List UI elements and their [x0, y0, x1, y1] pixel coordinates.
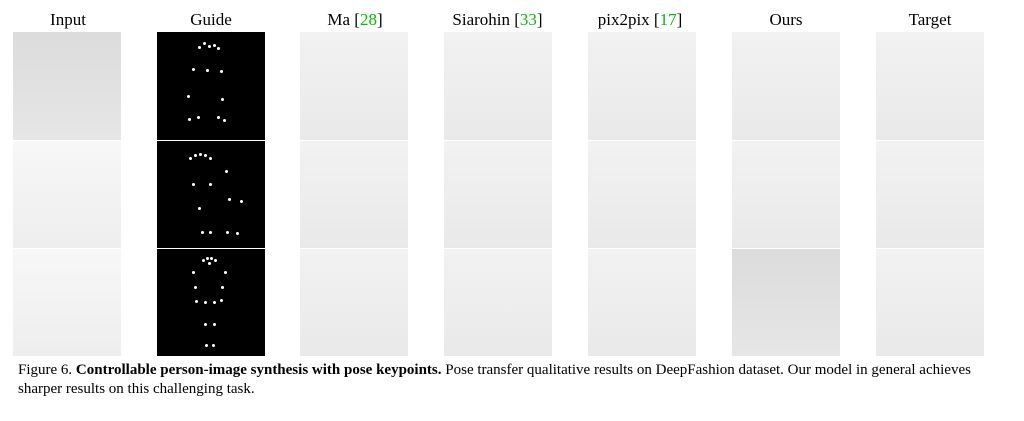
citation-link[interactable]: 28: [359, 10, 377, 29]
ma-result-image: [300, 141, 408, 248]
ma-result-image: [300, 249, 408, 356]
pix2pix-result-image: [588, 141, 696, 248]
header-input: Input: [13, 10, 123, 32]
caption-text: Pose transfer qualitative results on Dee…: [18, 362, 971, 397]
header-ma: Ma [28]: [327, 10, 383, 29]
siarohin-result-image: [444, 32, 552, 140]
header-target: Target: [876, 10, 984, 32]
header-siarohin: Siarohin [33]: [452, 10, 543, 29]
figure-caption: Figure 6. Controllable person-image synt…: [18, 361, 1008, 399]
header-label: Siarohin: [452, 10, 510, 29]
ours-result-image: [732, 249, 840, 356]
header-pix2pix: pix2pix [17]: [597, 10, 683, 29]
ours-result-image: [732, 141, 840, 248]
header-label: Ours: [769, 10, 803, 29]
header-label: Input: [50, 10, 86, 29]
keypoint-guide-image: [157, 249, 265, 356]
citation-link[interactable]: 17: [659, 10, 677, 29]
pix2pix-result-image: [588, 249, 696, 356]
target-image: [876, 249, 984, 356]
caption-prefix: Figure 6.: [18, 362, 76, 378]
caption-bold: Controllable person-image synthesis with…: [75, 362, 442, 378]
target-image: [876, 32, 984, 140]
header-label: pix2pix: [597, 10, 650, 29]
ma-result-image: [300, 32, 408, 140]
target-image: [876, 141, 984, 248]
keypoint-guide-image: [157, 32, 265, 140]
input-image: [13, 32, 121, 140]
header-label: Target: [908, 10, 952, 29]
header-label: Ma: [327, 10, 351, 29]
keypoint-guide-image: [157, 141, 265, 248]
siarohin-result-image: [444, 141, 552, 248]
siarohin-result-image: [444, 249, 552, 356]
header-guide: Guide: [157, 10, 265, 32]
citation-link[interactable]: 33: [519, 10, 537, 29]
header-ours: Ours: [732, 10, 840, 32]
header-label: Guide: [190, 10, 232, 29]
pix2pix-result-image: [588, 32, 696, 140]
ours-result-image: [732, 32, 840, 140]
input-image: [13, 141, 121, 248]
input-image: [13, 249, 121, 356]
